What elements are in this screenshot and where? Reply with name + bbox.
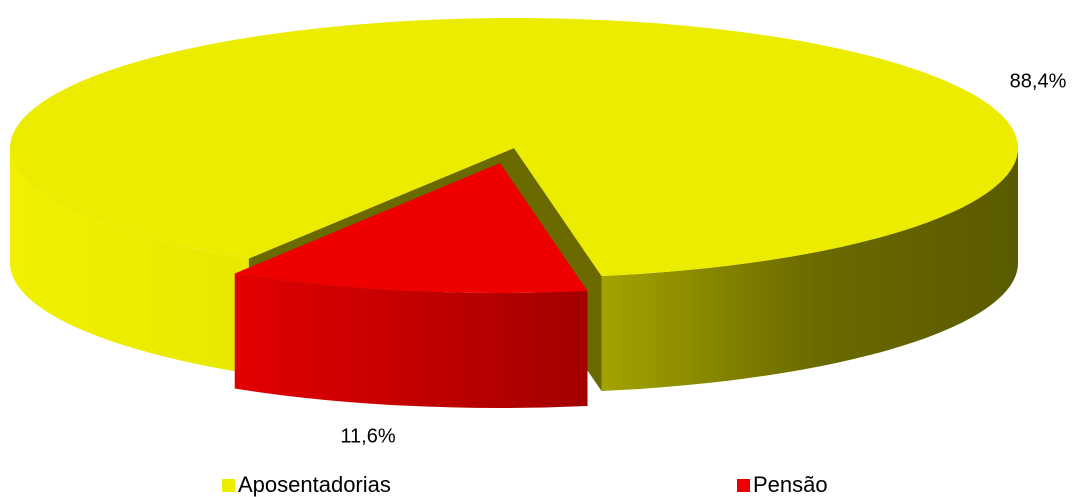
data-label: 88,4% — [1010, 70, 1067, 92]
slice-wall — [601, 148, 1018, 392]
slice — [9, 17, 1018, 277]
legend-label: Pensão — [753, 472, 828, 497]
slice-wall — [10, 148, 249, 374]
legend-swatch — [737, 479, 750, 492]
legend-swatch — [222, 479, 235, 492]
data-label: 11,6% — [340, 425, 395, 447]
legend-label: Aposentadorias — [238, 472, 391, 497]
slice — [234, 163, 588, 293]
slice-wall — [234, 273, 588, 408]
